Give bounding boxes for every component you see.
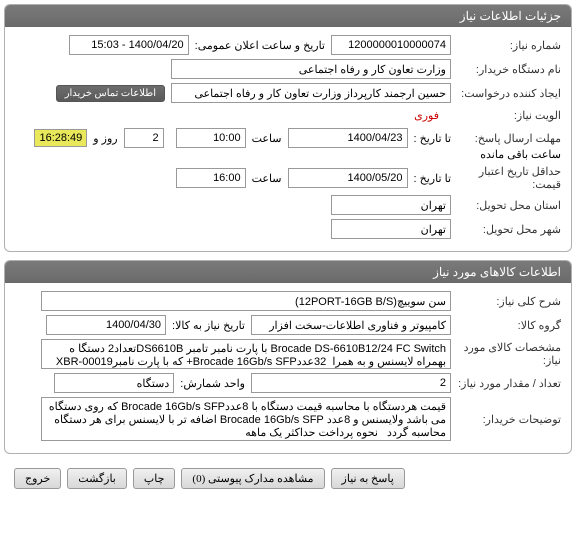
contact-buyer-button[interactable]: اطلاعات تماس خریدار (56, 85, 165, 102)
time-remaining: 16:28:49 (34, 129, 87, 147)
time-left-suffix: ساعت باقی مانده (480, 148, 561, 161)
unit-label: واحد شمارش: (180, 377, 245, 390)
unit-field[interactable] (54, 373, 174, 393)
group-field[interactable] (251, 315, 451, 335)
deadline-to-label: تا تاریخ : (414, 132, 451, 145)
spec-label: مشخصات کالای مورد نیاز: (451, 341, 561, 367)
reply-button[interactable]: پاسخ به نیاز (331, 468, 405, 489)
delivery-city-field[interactable] (331, 219, 451, 239)
priority-label: الویت نیاز: (451, 109, 561, 122)
attachments-button[interactable]: مشاهده مدارک پیوستی (0) (181, 468, 324, 489)
notes-field[interactable] (41, 397, 451, 441)
deadline-hour-label: ساعت (252, 132, 282, 145)
buyer-org-label: نام دستگاه خریدار: (451, 63, 561, 76)
spec-field[interactable] (41, 339, 451, 369)
min-validity-date-field[interactable] (288, 168, 408, 188)
print-button[interactable]: چاپ (133, 468, 176, 489)
min-validity-label: حداقل تاریخ اعتبار قیمت: (451, 165, 561, 191)
summary-label: شرح کلی نیاز: (451, 295, 561, 308)
panel2-body: شرح کلی نیاز: گروه کالا: تاریخ نیاز به ک… (5, 283, 571, 453)
delivery-province-field[interactable] (331, 195, 451, 215)
need-number-label: شماره نیاز: (451, 39, 561, 52)
need-number-field[interactable] (331, 35, 451, 55)
group-label: گروه کالا: (451, 319, 561, 332)
announce-field[interactable] (69, 35, 189, 55)
panel1-body: شماره نیاز: تاریخ و ساعت اعلان عمومی: نا… (5, 27, 571, 251)
announce-label: تاریخ و ساعت اعلان عمومی: (195, 39, 325, 52)
min-validity-hour-field[interactable] (176, 168, 246, 188)
days-remaining-field[interactable] (124, 128, 164, 148)
qty-field[interactable] (251, 373, 451, 393)
summary-field[interactable] (41, 291, 451, 311)
min-validity-to-label: تا تاریخ : (414, 172, 451, 185)
delivery-province-label: استان محل تحویل: (451, 199, 561, 212)
need-date-label: تاریخ نیاز به کالا: (172, 319, 245, 332)
days-label: روز و (93, 132, 117, 145)
panel2-header: اطلاعات کالاهای مورد نیاز (5, 261, 571, 283)
need-details-panel: جزئیات اطلاعات نیاز شماره نیاز: تاریخ و … (4, 4, 572, 252)
requester-label: ایجاد کننده درخواست: (451, 87, 561, 100)
qty-label: تعداد / مقدار مورد نیاز: (451, 377, 561, 390)
deadline-label: مهلت ارسال پاسخ: (451, 132, 561, 145)
panel1-header: جزئیات اطلاعات نیاز (5, 5, 571, 27)
requester-field[interactable] (171, 83, 451, 103)
deadline-date-field[interactable] (288, 128, 408, 148)
notes-label: توضیحات خریدار: (451, 413, 561, 426)
priority-value: فوری (402, 107, 451, 124)
exit-button[interactable]: خروج (14, 468, 61, 489)
button-bar: پاسخ به نیاز مشاهده مدارک پیوستی (0) چاپ… (4, 462, 572, 495)
delivery-city-label: شهر محل تحویل: (451, 223, 561, 236)
min-validity-hour-label: ساعت (252, 172, 282, 185)
deadline-hour-field[interactable] (176, 128, 246, 148)
back-button[interactable]: بازگشت (67, 468, 127, 489)
need-date-field[interactable] (46, 315, 166, 335)
buyer-org-field[interactable] (171, 59, 451, 79)
goods-info-panel: اطلاعات کالاهای مورد نیاز شرح کلی نیاز: … (4, 260, 572, 454)
